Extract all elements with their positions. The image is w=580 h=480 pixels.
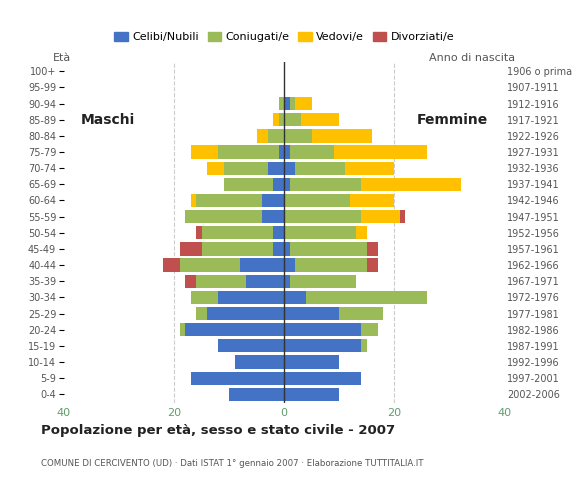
Bar xyxy=(196,194,262,207)
Bar xyxy=(361,210,400,223)
Bar xyxy=(278,97,284,110)
Bar xyxy=(246,275,284,288)
Bar xyxy=(367,259,378,272)
Bar xyxy=(284,242,289,255)
Bar xyxy=(229,388,284,401)
Bar xyxy=(361,178,461,191)
Bar xyxy=(240,259,284,272)
Bar xyxy=(400,210,405,223)
Bar xyxy=(273,226,284,240)
Bar xyxy=(284,355,339,369)
Bar xyxy=(295,162,345,175)
Bar xyxy=(180,323,185,336)
Bar xyxy=(262,194,284,207)
Bar xyxy=(207,162,223,175)
Bar xyxy=(180,242,202,255)
Bar xyxy=(367,242,378,255)
Legend: Celibi/Nubili, Coniugati/e, Vedovi/e, Divorziati/e: Celibi/Nubili, Coniugati/e, Vedovi/e, Di… xyxy=(110,27,459,47)
Bar xyxy=(202,242,273,255)
Bar xyxy=(185,275,196,288)
Bar xyxy=(284,145,289,159)
Bar xyxy=(224,178,273,191)
Bar xyxy=(278,145,284,159)
Bar xyxy=(284,129,312,143)
Text: Maschi: Maschi xyxy=(80,113,135,127)
Bar xyxy=(185,323,284,336)
Bar xyxy=(267,129,284,143)
Bar xyxy=(284,339,361,352)
Bar xyxy=(273,113,278,126)
Bar xyxy=(284,323,361,336)
Bar xyxy=(289,178,361,191)
Bar xyxy=(356,226,367,240)
Bar xyxy=(284,162,295,175)
Bar xyxy=(196,307,207,320)
Bar xyxy=(295,259,367,272)
Bar xyxy=(202,226,273,240)
Bar xyxy=(284,259,295,272)
Bar xyxy=(262,210,284,223)
Bar xyxy=(289,275,356,288)
Bar xyxy=(284,210,361,223)
Bar xyxy=(284,113,301,126)
Bar xyxy=(350,194,394,207)
Bar xyxy=(273,178,284,191)
Bar xyxy=(361,323,378,336)
Bar xyxy=(207,307,284,320)
Bar xyxy=(284,226,356,240)
Bar xyxy=(218,339,284,352)
Bar xyxy=(284,307,339,320)
Bar xyxy=(289,242,367,255)
Bar xyxy=(301,113,339,126)
Bar xyxy=(289,145,334,159)
Bar xyxy=(223,162,267,175)
Bar xyxy=(284,372,361,385)
Bar xyxy=(267,162,284,175)
Bar xyxy=(190,372,284,385)
Bar xyxy=(284,178,289,191)
Bar xyxy=(334,145,427,159)
Bar xyxy=(190,194,196,207)
Bar xyxy=(179,259,240,272)
Bar xyxy=(196,226,202,240)
Bar xyxy=(284,388,339,401)
Bar xyxy=(289,97,295,110)
Bar xyxy=(234,355,284,369)
Bar xyxy=(273,242,284,255)
Text: COMUNE DI CERCIVENTO (UD) · Dati ISTAT 1° gennaio 2007 · Elaborazione TUTTITALIA: COMUNE DI CERCIVENTO (UD) · Dati ISTAT 1… xyxy=(41,458,423,468)
Bar xyxy=(295,97,312,110)
Bar xyxy=(218,291,284,304)
Bar xyxy=(339,307,383,320)
Bar xyxy=(361,339,367,352)
Bar xyxy=(256,129,267,143)
Text: Anno di nascita: Anno di nascita xyxy=(430,53,516,63)
Bar xyxy=(284,97,289,110)
Bar xyxy=(218,145,278,159)
Bar xyxy=(284,194,350,207)
Bar xyxy=(185,210,262,223)
Bar xyxy=(163,259,180,272)
Bar xyxy=(284,275,289,288)
Bar xyxy=(306,291,427,304)
Bar xyxy=(278,113,284,126)
Bar xyxy=(190,291,218,304)
Bar xyxy=(196,275,246,288)
Bar xyxy=(345,162,394,175)
Text: Femmine: Femmine xyxy=(417,113,488,127)
Bar xyxy=(190,145,218,159)
Text: Età: Età xyxy=(53,53,71,63)
Text: Popolazione per età, sesso e stato civile - 2007: Popolazione per età, sesso e stato civil… xyxy=(41,424,395,437)
Bar xyxy=(312,129,372,143)
Bar xyxy=(284,291,306,304)
